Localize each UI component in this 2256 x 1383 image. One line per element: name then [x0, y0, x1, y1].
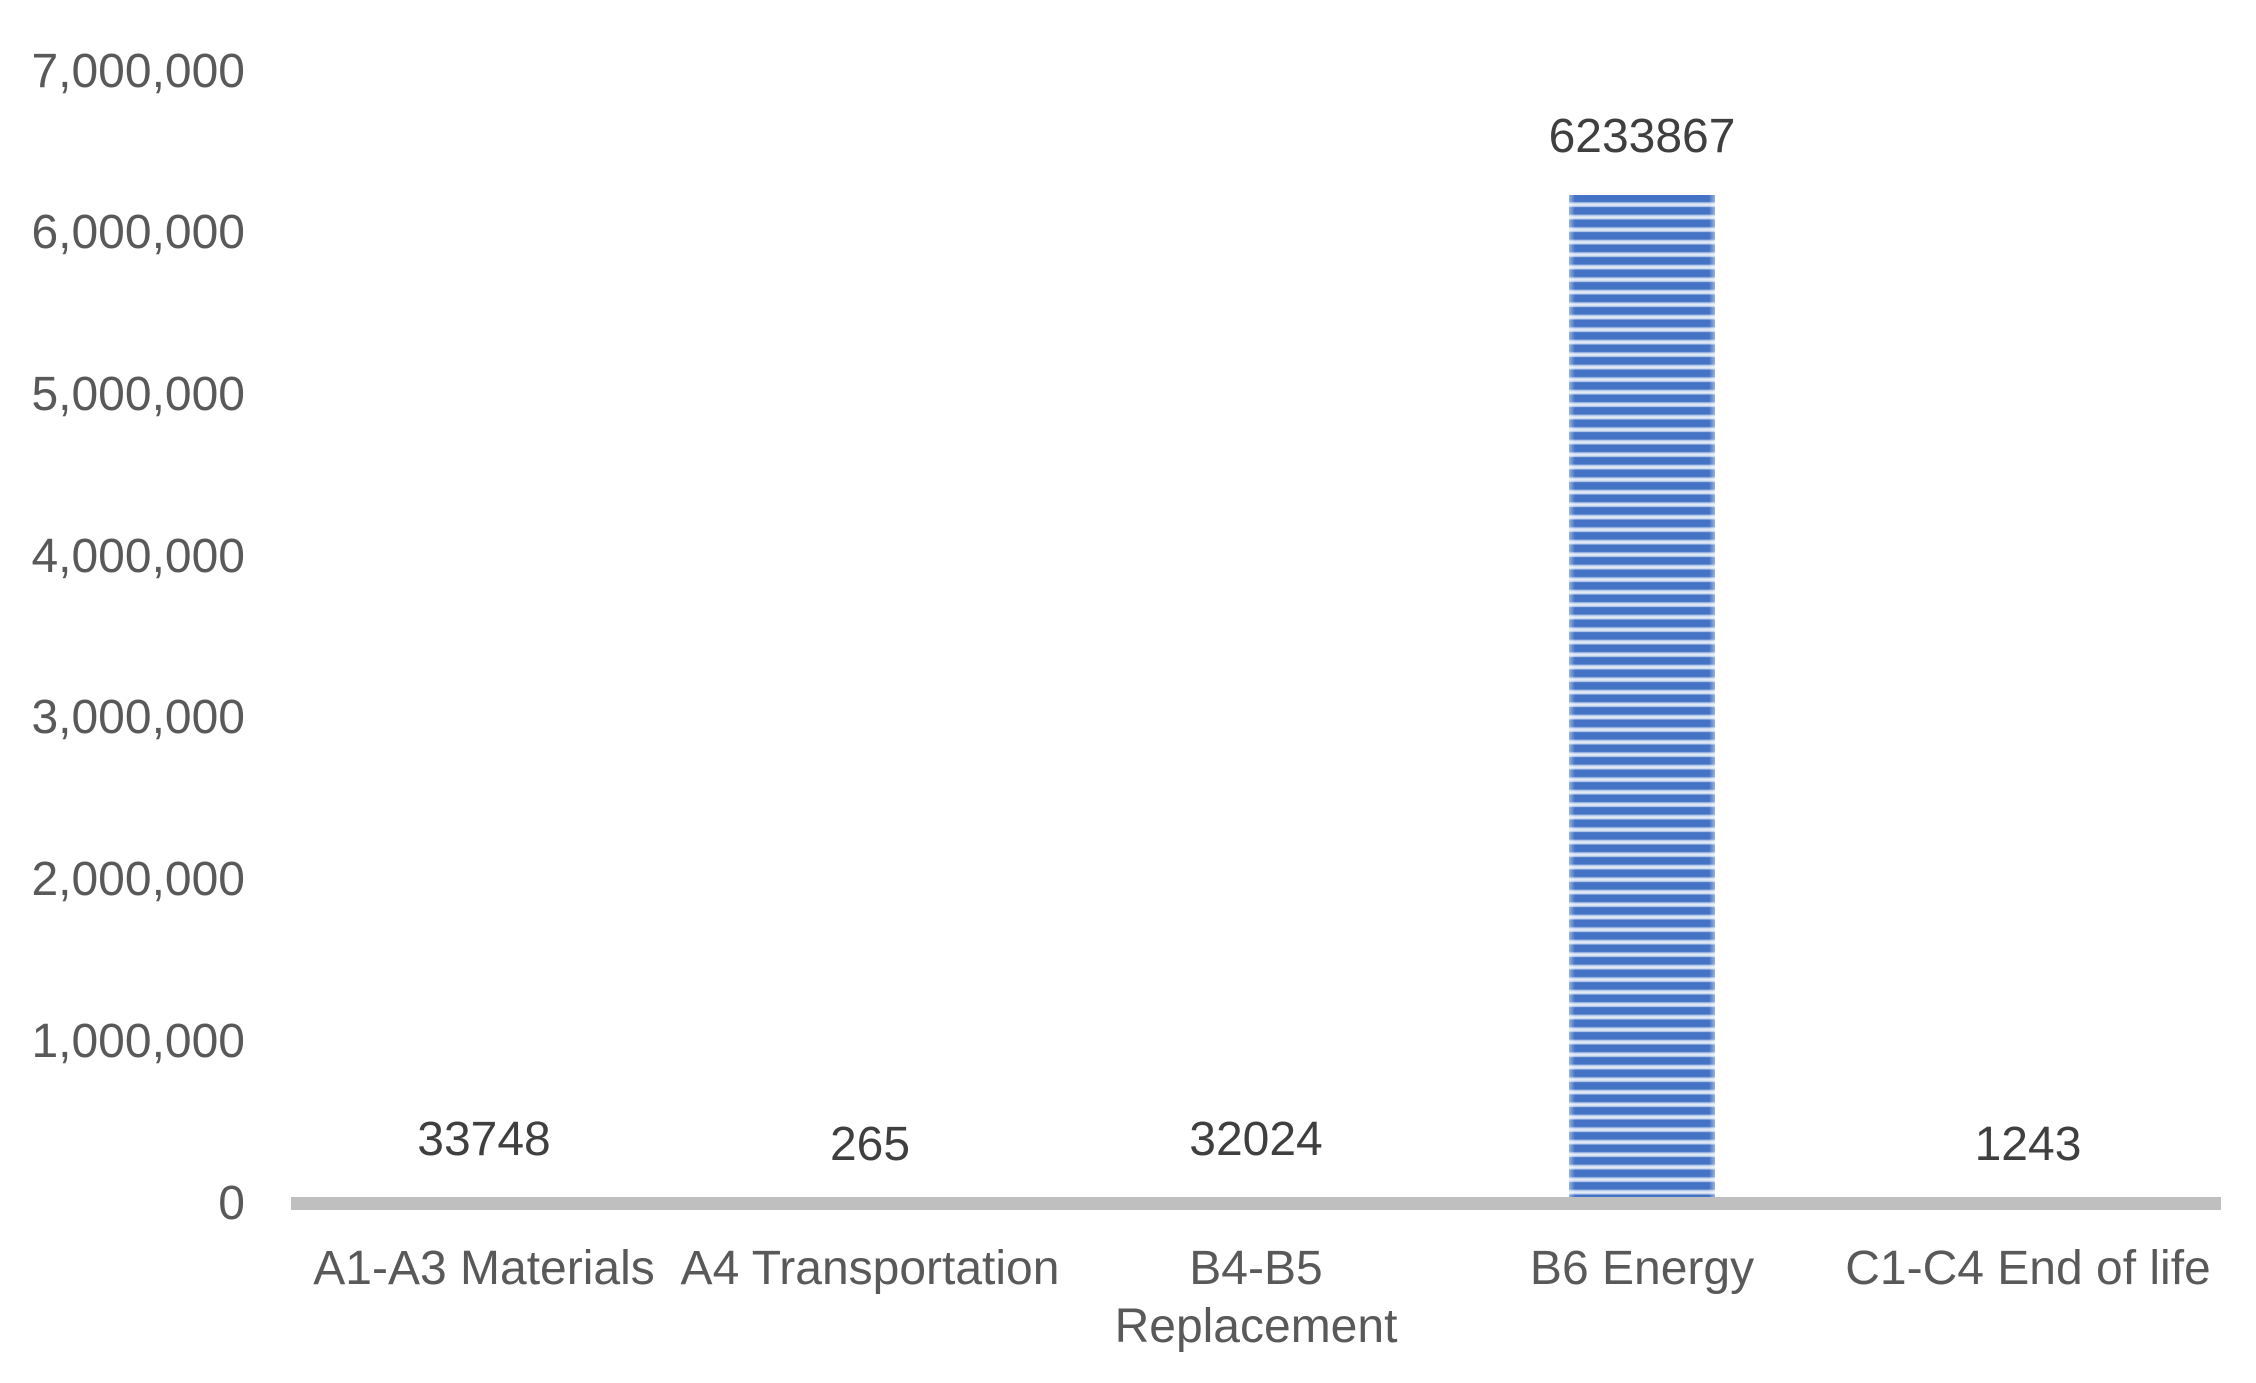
category-label: C1-C4 End of life — [1845, 1240, 2211, 1298]
category-label-line: A1-A3 Materials — [313, 1242, 655, 1295]
data-label: 32024 — [1189, 1113, 1323, 1167]
y-axis-tick-label: 4,000,000 — [31, 529, 245, 583]
data-label: 6233867 — [1548, 110, 1736, 164]
y-axis-tick-label: 1,000,000 — [31, 1014, 245, 1068]
y-axis-tick-label: 6,000,000 — [31, 206, 245, 260]
data-label: 33748 — [417, 1113, 551, 1167]
data-label: 1243 — [1974, 1118, 2082, 1172]
category-label-line: B6 Energy — [1529, 1242, 1755, 1295]
y-axis-tick-label: 2,000,000 — [31, 853, 245, 907]
category-label-line: Replacement — [1114, 1300, 1398, 1353]
x-axis-line — [291, 1197, 2221, 1210]
category-label-line: C1-C4 End of life — [1845, 1242, 2211, 1295]
category-label: B6 Energy — [1530, 1240, 1754, 1298]
y-axis-tick-label: 0 — [218, 1176, 245, 1230]
y-axis-tick-label: 5,000,000 — [31, 367, 245, 421]
category-label-line: A4 Transportation — [680, 1242, 1060, 1295]
bar-b6-energy — [1569, 195, 1715, 1197]
y-axis-tick-label: 3,000,000 — [31, 691, 245, 745]
data-label: 265 — [829, 1118, 911, 1172]
category-label: B4-B5 Replacement — [1115, 1240, 1398, 1356]
y-axis-tick-label: 7,000,000 — [31, 44, 245, 98]
category-label-line: B4-B5 — [1189, 1242, 1323, 1295]
category-label: A4 Transportation — [681, 1240, 1060, 1298]
category-label: A1-A3 Materials — [313, 1240, 654, 1298]
